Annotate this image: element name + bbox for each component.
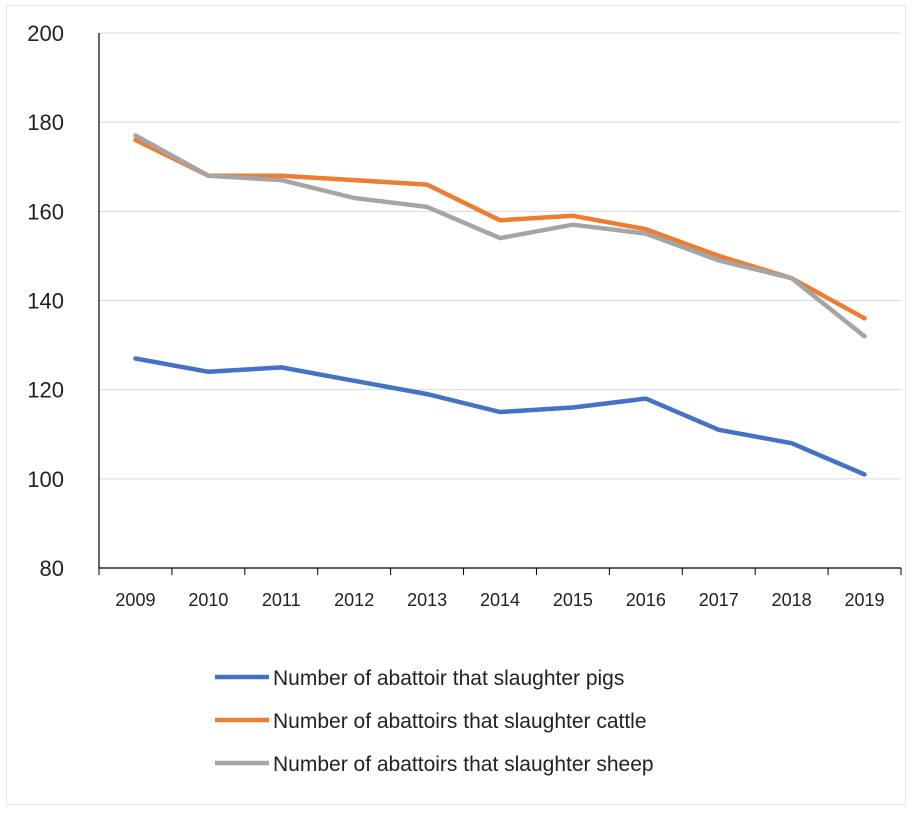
axes [98,33,902,575]
chart-frame: 80 100 120 140 160 180 200 2009 2010 2011 2012 201… [6,5,906,805]
y-tick-label: 160 [27,199,64,224]
x-tick-label: 2015 [553,590,593,610]
x-tick-label: 2016 [626,590,666,610]
legend-label-0: Number of abattoir that slaughter pigs [273,667,624,690]
x-axis-ticks: 2009 2010 2011 2012 2013 2014 2015 2016 2017 2018… [115,590,884,610]
y-tick-label: 120 [27,378,64,403]
x-tick-label: 2010 [188,590,228,610]
x-tick-label: 2011 [262,590,301,610]
y-tick-label: 200 [27,21,64,46]
x-tick-label: 2014 [480,590,520,610]
y-tick-label: 80 [40,556,64,581]
series-line-2 [133,133,867,339]
y-tick-label: 100 [27,467,64,492]
legend-label-1: Number of abattoirs that slaughter cattl… [273,710,647,733]
y-tick-label: 180 [27,110,64,135]
series-line-0 [133,356,867,477]
y-axis-ticks: 80 100 120 140 160 180 200 [27,21,64,581]
line-chart: 80 100 120 140 160 180 200 2009 2010 2011 2012 201… [27,21,902,776]
series-lines [133,133,867,477]
x-tick-label: 2019 [845,590,885,610]
legend-label-2: Number of abattoirs that slaughter sheep [273,753,654,776]
x-tick-label: 2017 [699,590,739,610]
y-tick-label: 140 [27,289,64,314]
x-tick-label: 2018 [772,590,812,610]
series-line-1 [133,137,867,321]
x-tick-label: 2012 [334,590,374,610]
legend: Number of abattoir that slaughter pigs Nu… [215,667,654,776]
x-tick-label: 2009 [115,590,155,610]
gridlines [99,32,901,480]
x-tick-label: 2013 [407,590,447,610]
